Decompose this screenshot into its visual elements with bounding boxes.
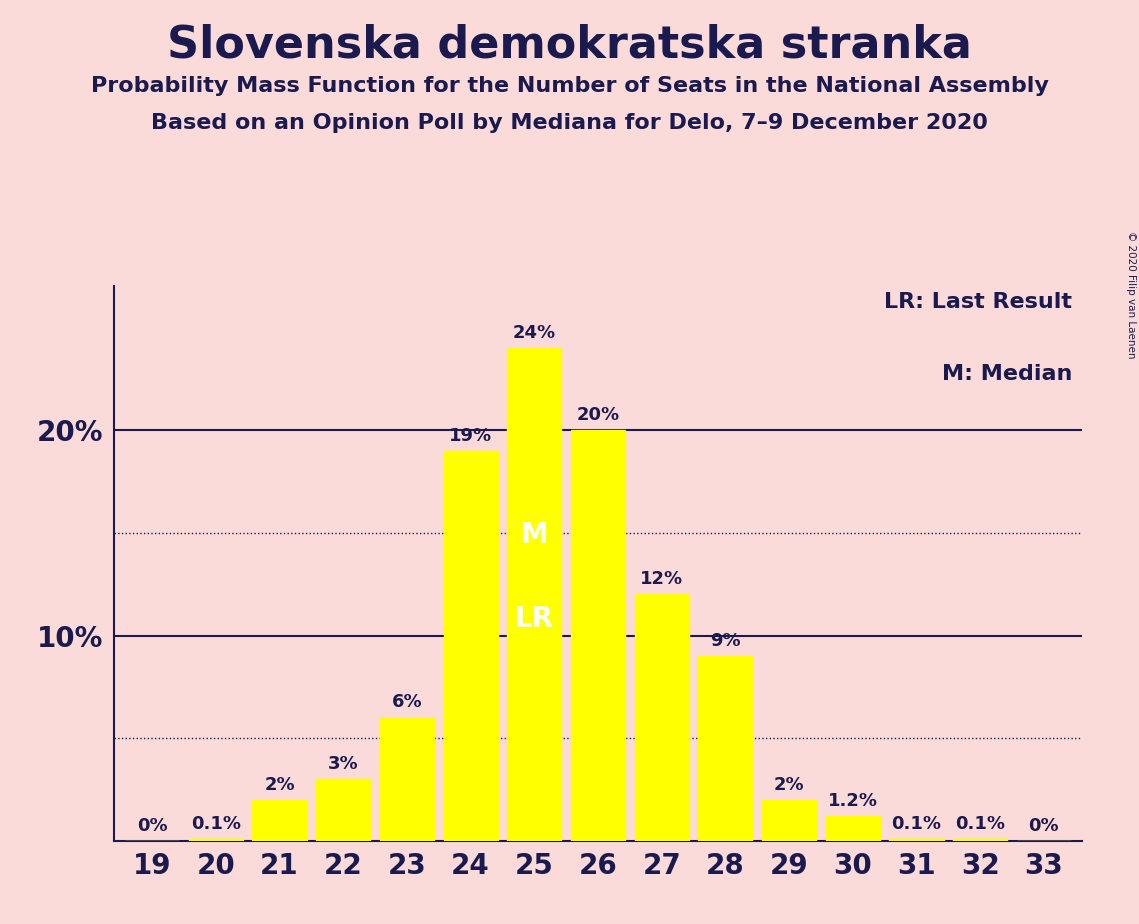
Text: 2%: 2% xyxy=(264,775,295,794)
Bar xyxy=(443,451,498,841)
Text: 2%: 2% xyxy=(773,775,804,794)
Text: 0.1%: 0.1% xyxy=(956,815,1005,833)
Text: 19%: 19% xyxy=(449,427,492,444)
Text: M: M xyxy=(521,521,548,549)
Text: Slovenska demokratska stranka: Slovenska demokratska stranka xyxy=(167,23,972,67)
Bar xyxy=(953,839,1007,841)
Text: 0%: 0% xyxy=(1029,817,1059,834)
Text: LR: Last Result: LR: Last Result xyxy=(884,292,1073,312)
Text: 0.1%: 0.1% xyxy=(191,815,240,833)
Bar xyxy=(571,431,625,841)
Text: LR: LR xyxy=(515,605,554,633)
Text: M: Median: M: Median xyxy=(942,364,1073,384)
Bar xyxy=(507,348,562,841)
Text: 3%: 3% xyxy=(328,755,359,773)
Bar xyxy=(189,839,243,841)
Text: 1.2%: 1.2% xyxy=(828,792,878,810)
Text: 6%: 6% xyxy=(392,694,423,711)
Text: 0%: 0% xyxy=(137,817,167,834)
Bar xyxy=(634,594,689,841)
Bar xyxy=(253,800,306,841)
Bar xyxy=(762,800,817,841)
Text: 9%: 9% xyxy=(710,632,740,650)
Text: © 2020 Filip van Laenen: © 2020 Filip van Laenen xyxy=(1126,231,1136,359)
Text: 0.1%: 0.1% xyxy=(892,815,942,833)
Bar xyxy=(698,656,753,841)
Text: 24%: 24% xyxy=(513,324,556,342)
Bar xyxy=(890,839,943,841)
Bar xyxy=(379,718,434,841)
Text: 20%: 20% xyxy=(576,406,620,424)
Bar xyxy=(826,816,879,841)
Text: Probability Mass Function for the Number of Seats in the National Assembly: Probability Mass Function for the Number… xyxy=(91,76,1048,96)
Text: 12%: 12% xyxy=(640,570,683,589)
Bar xyxy=(317,779,370,841)
Text: Based on an Opinion Poll by Mediana for Delo, 7–9 December 2020: Based on an Opinion Poll by Mediana for … xyxy=(151,113,988,133)
